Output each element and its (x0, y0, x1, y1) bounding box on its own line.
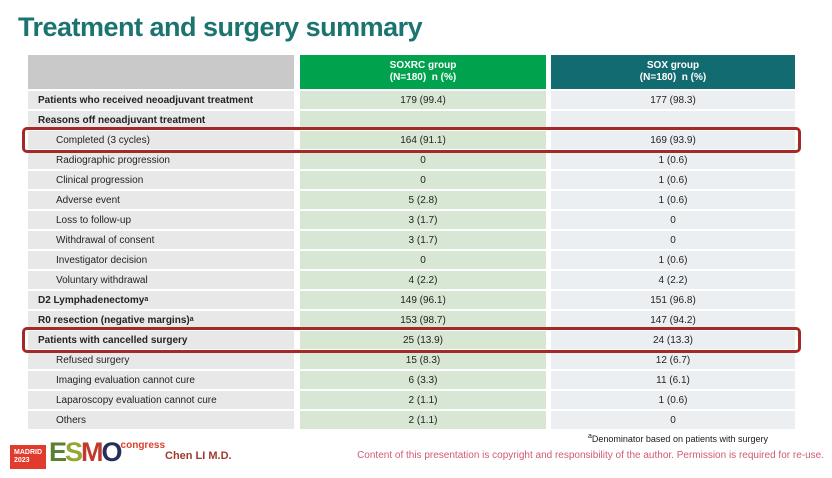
header-cell-soxrc: SOXRC group (N=180) n (%) (300, 55, 546, 89)
row-label: Others (28, 411, 294, 429)
header-sox-line2: (N=180) n (%) (639, 72, 707, 83)
sox-value-cell: 151 (96.8) (551, 291, 795, 309)
esmo-letter: E (49, 437, 67, 467)
soxrc-value-cell: 15 (8.3) (300, 351, 546, 369)
soxrc-value-cell: 2 (1.1) (300, 411, 546, 429)
row-label: Patients with cancelled surgery (28, 331, 294, 349)
table-row: R0 resection (negative margins) a 153 (98.… (28, 311, 795, 329)
soxrc-value-cell: 3 (1.7) (300, 211, 546, 229)
esmo-wordmark: ESMO congress (49, 437, 166, 467)
sox-value-cell: 169 (93.9) (551, 131, 795, 149)
soxrc-value-cell: 179 (99.4) (300, 91, 546, 109)
table-row: Adverse event 5 (2.8) 1 (0.6) (28, 191, 795, 209)
row-label: Imaging evaluation cannot cure (28, 371, 294, 389)
sox-value-cell: 0 (551, 231, 795, 249)
soxrc-value-cell: 3 (1.7) (300, 231, 546, 249)
sox-value-cell: 147 (94.2) (551, 311, 795, 329)
soxrc-value-cell: 5 (2.8) (300, 191, 546, 209)
table-row: Patients with cancelled surgery 25 (13.9)… (22, 327, 801, 353)
row-label: Completed (3 cycles) (28, 131, 294, 149)
sox-value-cell: 0 (551, 411, 795, 429)
sox-value-cell: 1 (0.6) (551, 391, 795, 409)
table-row: Loss to follow-up 3 (1.7) 0 (28, 211, 795, 229)
soxrc-value-cell: 0 (300, 151, 546, 169)
madrid-badge-line1: MADRID (14, 449, 42, 456)
table-row: Reasons off neoadjuvant treatment (28, 111, 795, 129)
table-row: Laparoscopy evaluation cannot cure 2 (1.1… (28, 391, 795, 409)
table-header-row: SOXRC group (N=180) n (%) SOX group (N=1… (28, 55, 795, 89)
row-label: Patients who received neoadjuvant treatm… (28, 91, 294, 109)
esmo-congress-logo: MADRID 2023 ESMO congress (10, 437, 166, 470)
author-credit: Chen LI M.D. (165, 450, 232, 462)
table-row: Imaging evaluation cannot cure 6 (3.3) 11 … (28, 371, 795, 389)
soxrc-value-cell: 4 (2.2) (300, 271, 546, 289)
row-label: R0 resection (negative margins) a (28, 311, 294, 329)
row-label: Investigator decision (28, 251, 294, 269)
sox-value-cell: 1 (0.6) (551, 191, 795, 209)
sox-value-cell: 4 (2.2) (551, 271, 795, 289)
sox-value-cell: 12 (6.7) (551, 351, 795, 369)
header-cell-label (28, 55, 294, 89)
soxrc-value-cell: 6 (3.3) (300, 371, 546, 389)
sox-value-cell: 1 (0.6) (551, 251, 795, 269)
sox-value-cell: 1 (0.6) (551, 171, 795, 189)
sox-value-cell: 24 (13.3) (551, 331, 795, 349)
table-row: Investigator decision 0 1 (0.6) (28, 251, 795, 269)
soxrc-value-cell (300, 111, 546, 129)
table-row: Withdrawal of consent 3 (1.7) 0 (28, 231, 795, 249)
soxrc-value-cell: 149 (96.1) (300, 291, 546, 309)
table-row: Voluntary withdrawal 4 (2.2) 4 (2.2) (28, 271, 795, 289)
table-row: Refused surgery 15 (8.3) 12 (6.7) (28, 351, 795, 369)
congress-label: congress (120, 440, 166, 451)
table-body: Patients who received neoadjuvant treatm… (22, 91, 801, 429)
table-row: D2 Lymphadenectomy a 149 (96.1) 151 (96.8) (28, 291, 795, 309)
header-soxrc-line2: (N=180) n (%) (389, 72, 457, 83)
table-row: Radiographic progression 0 1 (0.6) (28, 151, 795, 169)
summary-table: SOXRC group (N=180) n (%) SOX group (N=1… (22, 55, 801, 429)
page-title: Treatment and surgery summary (18, 12, 423, 42)
soxrc-value-cell: 0 (300, 171, 546, 189)
row-label: D2 Lymphadenectomy a (28, 291, 294, 309)
madrid-2023-badge: MADRID 2023 (10, 445, 46, 470)
row-label: Adverse event (28, 191, 294, 209)
sox-value-cell (551, 111, 795, 129)
row-label: Clinical progression (28, 171, 294, 189)
soxrc-value-cell: 153 (98.7) (300, 311, 546, 329)
soxrc-value-cell: 164 (91.1) (300, 131, 546, 149)
madrid-badge-line2: 2023 (14, 457, 30, 465)
row-label: Reasons off neoadjuvant treatment (28, 111, 294, 129)
header-soxrc-line1: SOXRC group (389, 59, 457, 71)
footnote: aDenominator based on patients with surg… (587, 433, 768, 444)
footnote-text: Denominator based on patients with surge… (591, 434, 768, 444)
row-label: Refused surgery (28, 351, 294, 369)
table-row: Completed (3 cycles) 164 (91.1) 169 (93.9) (22, 127, 801, 153)
row-label: Voluntary withdrawal (28, 271, 294, 289)
esmo-letter: O (101, 437, 123, 467)
header-cell-sox: SOX group (N=180) n (%) (551, 55, 795, 89)
footnote-sup: a (587, 433, 592, 440)
sox-value-cell: 0 (551, 211, 795, 229)
soxrc-value-cell: 25 (13.9) (300, 331, 546, 349)
table-row: Clinical progression 0 1 (0.6) (28, 171, 795, 189)
row-label: Loss to follow-up (28, 211, 294, 229)
copyright-notice: Content of this presentation is copyrigh… (357, 450, 824, 461)
soxrc-value-cell: 0 (300, 251, 546, 269)
table-row: Patients who received neoadjuvant treatm… (28, 91, 795, 109)
soxrc-value-cell: 2 (1.1) (300, 391, 546, 409)
table-row: Others 2 (1.1) 0 (28, 411, 795, 429)
row-label: Radiographic progression (28, 151, 294, 169)
esmo-letters: ESMO (49, 437, 123, 467)
esmo-letter: S (65, 437, 83, 467)
row-label: Withdrawal of consent (28, 231, 294, 249)
sox-value-cell: 11 (6.1) (551, 371, 795, 389)
row-label: Laparoscopy evaluation cannot cure (28, 391, 294, 409)
header-sox-line1: SOX group (646, 59, 700, 71)
sox-value-cell: 1 (0.6) (551, 151, 795, 169)
sox-value-cell: 177 (98.3) (551, 91, 795, 109)
esmo-letter: M (81, 437, 103, 467)
